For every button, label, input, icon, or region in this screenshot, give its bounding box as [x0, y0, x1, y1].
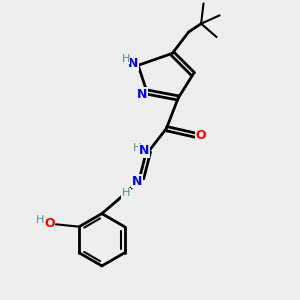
Text: N: N	[139, 144, 149, 158]
Text: H: H	[122, 54, 130, 64]
Text: O: O	[44, 217, 55, 230]
Text: H: H	[122, 188, 130, 198]
Text: N: N	[128, 57, 138, 70]
Text: O: O	[196, 129, 206, 142]
Text: H: H	[133, 143, 141, 153]
Text: N: N	[132, 175, 142, 188]
Text: N: N	[137, 88, 147, 101]
Text: H: H	[35, 215, 44, 225]
